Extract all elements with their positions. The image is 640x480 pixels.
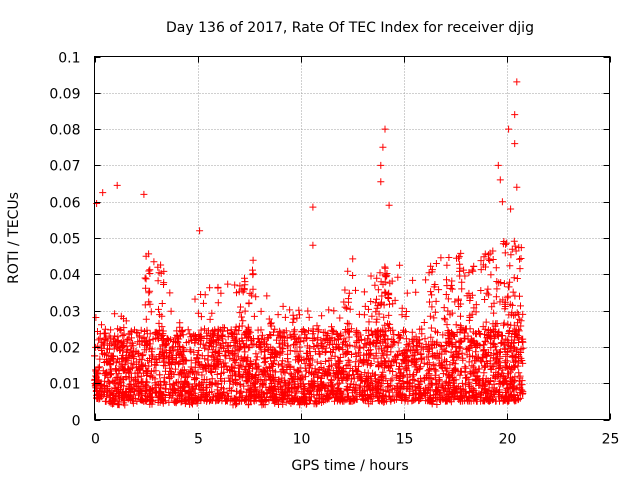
y-tick-label: 0.06 (49, 196, 80, 212)
grid-lines (94, 56, 610, 420)
axis-ticks (94, 56, 611, 421)
y-tick-labels: 0 0.01 0.02 0.03 0.04 0.05 0.06 0.07 0.08 0.09 0.1 (49, 51, 80, 430)
x-tick-label: 10 (293, 432, 311, 448)
x-tick-label: 20 (499, 432, 517, 448)
y-tick-label: 0.07 (49, 159, 80, 175)
y-tick-label: 0.05 (49, 232, 80, 248)
data-points (91, 78, 527, 409)
x-tick-label: 15 (396, 432, 414, 448)
y-tick-label: 0.01 (49, 377, 80, 393)
y-tick-label: 0.02 (49, 341, 80, 357)
y-tick-label: 0 (72, 414, 81, 430)
x-tick-labels: 0 5 10 15 20 25 (91, 432, 619, 448)
x-tick-label: 0 (91, 432, 100, 448)
y-tick-label: 0.09 (49, 87, 80, 103)
x-axis-title: GPS time / hours (291, 458, 408, 474)
x-tick-label: 25 (602, 432, 620, 448)
x-tick-label: 5 (194, 432, 203, 448)
chart-title: Day 136 of 2017, Rate Of TEC Index for r… (166, 20, 534, 36)
y-tick-label: 0.1 (58, 51, 80, 67)
scatter-marks (91, 78, 527, 409)
y-axis-title: ROTI / TECUs (6, 192, 22, 284)
y-tick-label: 0.04 (49, 268, 80, 284)
y-tick-label: 0.08 (49, 123, 80, 139)
y-tick-label: 0.03 (49, 305, 80, 321)
